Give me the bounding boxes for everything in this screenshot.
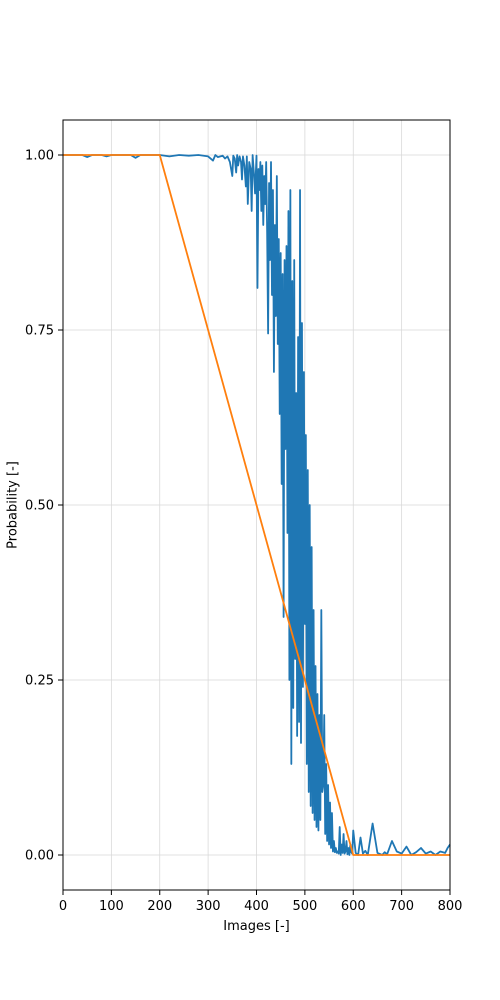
x-axis: 0 100 200 300 400 500 600 700 800 <box>59 890 463 914</box>
y-tick-label-2: 0.50 <box>25 499 54 514</box>
x-tick-label-4: 400 <box>244 899 269 914</box>
x-tick-label-6: 600 <box>341 899 366 914</box>
x-tick-label-7: 700 <box>389 899 414 914</box>
x-axis-title: Images [-] <box>223 919 289 934</box>
y-tick-label-4: 1.00 <box>25 149 54 164</box>
y-tick-label-3: 0.75 <box>25 324 54 339</box>
x-tick-label-1: 100 <box>99 899 124 914</box>
x-tick-label-5: 500 <box>292 899 317 914</box>
y-tick-label-1: 0.25 <box>25 674 54 689</box>
x-tick-label-0: 0 <box>59 899 67 914</box>
series-group <box>63 154 451 856</box>
x-tick-label-2: 200 <box>147 899 172 914</box>
x-tick-label-3: 300 <box>196 899 221 914</box>
x-tick-label-8: 800 <box>438 899 463 914</box>
y-axis: 0.00 0.25 0.50 0.75 1.00 <box>25 149 63 864</box>
series-line-1 <box>63 154 451 856</box>
series-line-2 <box>63 154 450 856</box>
y-axis-title: Probability [-] <box>6 461 21 549</box>
y-tick-label-0: 0.00 <box>25 849 54 864</box>
